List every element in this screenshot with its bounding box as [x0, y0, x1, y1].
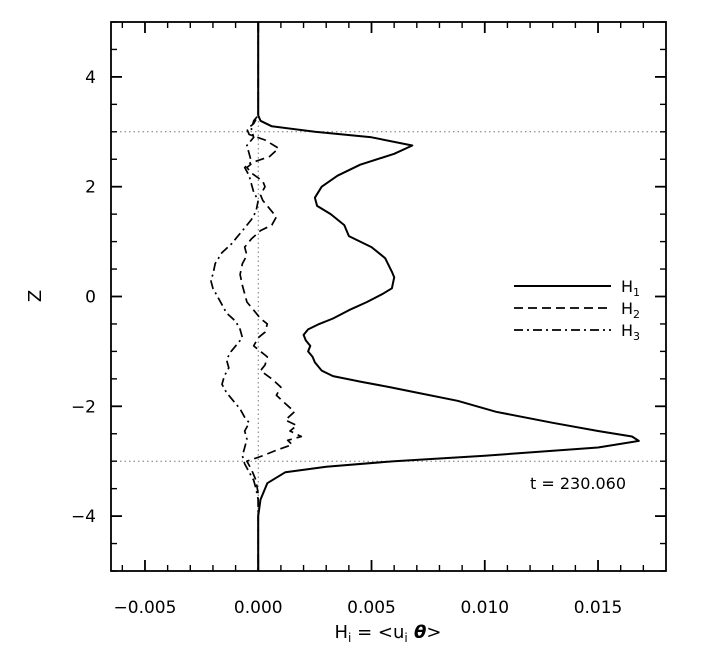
y-tick-label-2: 0: [85, 288, 96, 308]
x-tick-labels: −0.005 0.000 0.005 0.010 0.015: [114, 598, 623, 618]
x-tick-label-1: 0.000: [234, 598, 283, 618]
x-axis-title: Hi = <ui θ>: [335, 622, 442, 645]
y-tick-label-1: −2: [71, 397, 96, 417]
y-axis-title: Z: [25, 290, 46, 302]
x-tick-label-0: −0.005: [114, 598, 177, 618]
time-annotation: t = 230.060: [530, 474, 626, 493]
legend-label-h2: H2: [621, 299, 640, 321]
legend-label-h1: H1: [621, 277, 640, 299]
series-line-h1: [257, 22, 640, 571]
x-tick-label-3: 0.010: [460, 598, 509, 618]
series-group: [209, 22, 640, 571]
x-tick-label-2: 0.005: [347, 598, 396, 618]
legend: H1 H2 H3: [514, 277, 640, 343]
y-tick-labels: −4 −2 0 2 4: [71, 68, 96, 527]
y-tick-label-0: −4: [71, 507, 96, 527]
legend-label-h3: H3: [621, 321, 640, 343]
y-tick-label-4: 4: [85, 68, 96, 88]
series-line-h3: [209, 22, 260, 571]
series-line-h2: [239, 22, 303, 571]
y-tick-label-3: 2: [85, 178, 96, 198]
x-tick-label-4: 0.015: [574, 598, 623, 618]
